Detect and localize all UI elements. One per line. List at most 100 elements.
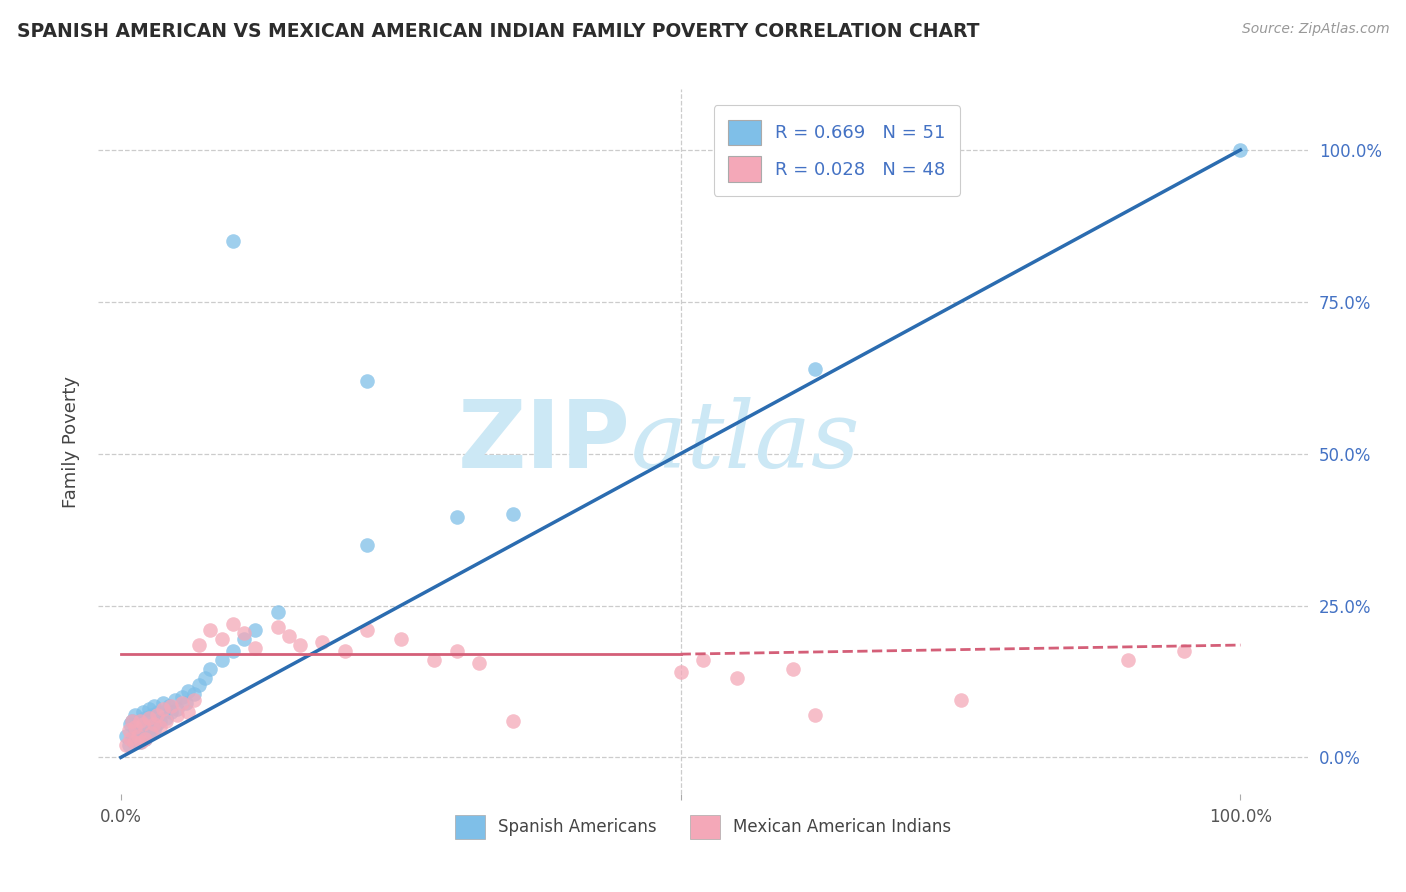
Point: [1229, 143, 1251, 157]
Point: [132, 717, 155, 731]
Point: [288, 638, 311, 652]
Point: [423, 653, 446, 667]
Point: [725, 672, 748, 686]
Point: [127, 732, 149, 747]
Point: [211, 653, 233, 667]
Point: [233, 626, 256, 640]
Point: [446, 644, 468, 658]
Point: [149, 720, 172, 734]
Point: [333, 644, 356, 658]
Point: [356, 538, 378, 552]
Point: [121, 714, 143, 728]
Point: [468, 657, 491, 671]
Point: [118, 732, 141, 747]
Point: [172, 696, 194, 710]
Point: [128, 735, 150, 749]
Point: [118, 723, 141, 737]
Point: [118, 739, 141, 753]
Legend: Spanish Americans, Mexican American Indians: Spanish Americans, Mexican American Indi…: [449, 808, 957, 846]
Point: [502, 508, 524, 522]
Point: [124, 723, 146, 737]
Point: [121, 714, 143, 728]
Point: [132, 723, 155, 737]
Point: [124, 707, 146, 722]
Point: [669, 665, 692, 680]
Point: [139, 720, 162, 734]
Point: [152, 702, 174, 716]
Point: [222, 234, 245, 248]
Point: [188, 677, 211, 691]
Point: [134, 732, 156, 747]
Point: [166, 702, 188, 716]
Text: SPANISH AMERICAN VS MEXICAN AMERICAN INDIAN FAMILY POVERTY CORRELATION CHART: SPANISH AMERICAN VS MEXICAN AMERICAN IND…: [17, 22, 980, 41]
Point: [160, 698, 183, 713]
Point: [804, 361, 827, 376]
Point: [311, 635, 333, 649]
Point: [132, 705, 155, 719]
Point: [127, 717, 149, 731]
Point: [183, 692, 205, 706]
Point: [1118, 653, 1140, 667]
Point: [356, 623, 378, 637]
Point: [127, 729, 149, 743]
Point: [243, 623, 266, 637]
Point: [692, 653, 714, 667]
Point: [115, 739, 138, 753]
Point: [266, 620, 288, 634]
Point: [115, 729, 138, 743]
Point: [172, 690, 194, 704]
Point: [152, 696, 174, 710]
Point: [128, 714, 150, 728]
Point: [149, 714, 172, 728]
Point: [222, 616, 245, 631]
Point: [188, 638, 211, 652]
Point: [782, 662, 804, 676]
Point: [177, 683, 200, 698]
Point: [163, 692, 186, 706]
Point: [122, 735, 145, 749]
Y-axis label: Family Poverty: Family Poverty: [62, 376, 80, 508]
Point: [138, 711, 160, 725]
Point: [277, 629, 299, 643]
Point: [200, 623, 222, 637]
Point: [222, 644, 245, 658]
Point: [166, 707, 188, 722]
Point: [389, 632, 412, 646]
Point: [502, 714, 524, 728]
Point: [233, 632, 256, 646]
Point: [1173, 644, 1195, 658]
Point: [145, 717, 167, 731]
Text: ZIP: ZIP: [457, 395, 630, 488]
Point: [145, 707, 167, 722]
Point: [174, 696, 197, 710]
Point: [124, 720, 146, 734]
Point: [243, 641, 266, 656]
Point: [141, 707, 163, 722]
Point: [129, 726, 152, 740]
Point: [122, 735, 145, 749]
Point: [118, 717, 141, 731]
Point: [194, 672, 217, 686]
Point: [143, 698, 166, 713]
Point: [138, 702, 160, 716]
Point: [129, 735, 152, 749]
Point: [155, 711, 177, 725]
Point: [200, 662, 222, 676]
Point: [134, 711, 156, 725]
Point: [211, 632, 233, 646]
Point: [266, 605, 288, 619]
Point: [155, 714, 177, 728]
Point: [949, 692, 972, 706]
Point: [134, 732, 156, 747]
Point: [143, 723, 166, 737]
Point: [143, 717, 166, 731]
Text: Source: ZipAtlas.com: Source: ZipAtlas.com: [1241, 22, 1389, 37]
Point: [157, 698, 180, 713]
Point: [804, 707, 827, 722]
Point: [183, 687, 205, 701]
Point: [121, 732, 143, 747]
Point: [177, 705, 200, 719]
Point: [146, 705, 169, 719]
Point: [356, 374, 378, 388]
Point: [138, 726, 160, 740]
